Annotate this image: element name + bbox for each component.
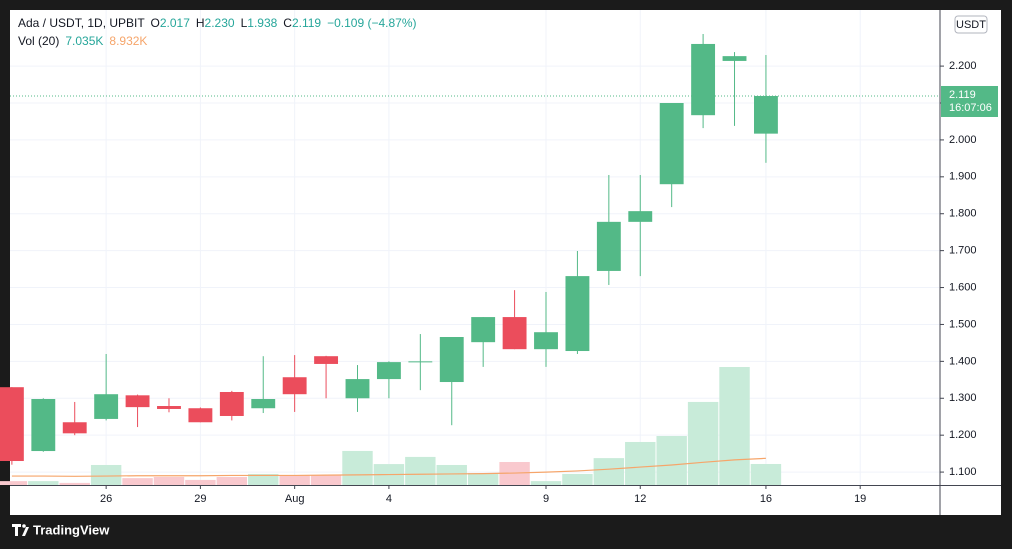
y-tick-label: 1.800 bbox=[949, 208, 977, 220]
candle-body bbox=[722, 56, 747, 61]
y-tick-label: 1.700 bbox=[949, 245, 977, 257]
volume-bar bbox=[216, 476, 248, 485]
open-value: 2.017 bbox=[160, 16, 190, 30]
close-label: C bbox=[283, 16, 292, 30]
candle-body bbox=[691, 43, 716, 116]
volume-bar bbox=[185, 479, 216, 485]
currency-badge-text[interactable]: USDT bbox=[956, 19, 986, 31]
x-tick-label: 4 bbox=[386, 493, 392, 505]
candle-body bbox=[0, 387, 24, 462]
low-label: L bbox=[241, 16, 248, 30]
y-tick-label: 1.300 bbox=[949, 392, 977, 404]
candle-body bbox=[282, 377, 307, 395]
logo-v bbox=[22, 527, 29, 536]
volume-bar bbox=[279, 475, 310, 485]
y-tick-label: 1.900 bbox=[949, 171, 977, 183]
candle-body bbox=[408, 361, 433, 363]
candle-body bbox=[659, 103, 684, 185]
candle-body bbox=[345, 379, 370, 399]
candle-body bbox=[534, 332, 558, 350]
volume-bar bbox=[625, 441, 656, 485]
volume-label: Vol (20) bbox=[18, 34, 59, 48]
candle-body bbox=[62, 422, 87, 434]
candle-body bbox=[754, 95, 778, 134]
volume-bar bbox=[248, 473, 279, 485]
volume-bar bbox=[656, 436, 687, 485]
change-value: −0.109 (−4.87%) bbox=[327, 16, 416, 30]
y-tick-label: 1.200 bbox=[949, 429, 977, 441]
volume-bar bbox=[530, 481, 562, 485]
volume-bar bbox=[90, 464, 122, 485]
candle-body bbox=[314, 356, 339, 364]
y-tick-label: 1.100 bbox=[949, 466, 977, 478]
currency-badge[interactable] bbox=[954, 15, 988, 34]
volume-bar bbox=[153, 476, 185, 485]
last-price-label: 2.119 bbox=[949, 89, 976, 101]
x-tick-label: Aug bbox=[285, 493, 305, 505]
y-tick-label: 1.400 bbox=[949, 355, 977, 367]
volume-bar bbox=[342, 450, 373, 485]
volume-bar bbox=[0, 481, 28, 485]
x-tick-label: 29 bbox=[194, 493, 206, 505]
volume-value: 7.035K bbox=[65, 34, 103, 48]
y-tick-label: 1.500 bbox=[949, 318, 977, 330]
volume-bar bbox=[310, 475, 342, 485]
candle-body bbox=[188, 408, 213, 423]
volume-bar bbox=[719, 366, 750, 485]
volume-bar bbox=[593, 458, 625, 485]
legend-ohlc: Ada / USDT, 1D, UPBIT O2.017 H2.230 L1.938 C… bbox=[18, 16, 417, 30]
volume-ma-line bbox=[11, 457, 766, 477]
last-price-box bbox=[941, 85, 998, 117]
candle-body bbox=[31, 399, 56, 452]
open-label: O bbox=[151, 16, 160, 30]
candle-body bbox=[596, 221, 621, 271]
y-tick-label: 2.200 bbox=[949, 60, 977, 72]
volume-bar bbox=[436, 464, 467, 485]
volume-bar bbox=[405, 456, 436, 485]
legend-volume: Vol (20) 7.035K 8.932K bbox=[18, 34, 147, 48]
candle-body bbox=[94, 394, 119, 419]
volume-ma-value: 8.932K bbox=[109, 34, 147, 48]
x-tick-label: 12 bbox=[634, 493, 646, 505]
volume-bar bbox=[687, 401, 719, 485]
candle-body bbox=[502, 317, 527, 350]
brand-name: TradingView bbox=[33, 522, 110, 537]
plot bbox=[0, 10, 940, 485]
high-label: H bbox=[196, 16, 205, 30]
close-value: 2.119 bbox=[292, 16, 321, 30]
x-tick-label: 19 bbox=[854, 493, 866, 505]
candle-body bbox=[376, 362, 401, 380]
candle-body bbox=[125, 395, 150, 408]
volume-bar bbox=[467, 473, 499, 485]
x-tick-label: 26 bbox=[100, 493, 112, 505]
volume-bar bbox=[28, 481, 59, 485]
volume-bar bbox=[122, 478, 153, 485]
x-tick-label: 16 bbox=[760, 493, 772, 505]
symbol: Ada / USDT, 1D, UPBIT bbox=[18, 16, 145, 30]
candle-body bbox=[628, 211, 653, 222]
y-tick-label: 2.000 bbox=[949, 134, 977, 146]
candle-body bbox=[471, 317, 496, 343]
logo-dot bbox=[22, 524, 26, 528]
candle-body bbox=[439, 337, 464, 383]
candle-body bbox=[251, 399, 276, 409]
low-value: 1.938 bbox=[247, 16, 277, 30]
volume-bar bbox=[59, 482, 90, 485]
volume-bar bbox=[562, 473, 593, 485]
x-tick-label: 9 bbox=[543, 493, 549, 505]
candle-body bbox=[157, 406, 181, 409]
logo-t bbox=[12, 524, 21, 536]
candle-body bbox=[565, 276, 590, 352]
candle-body bbox=[219, 391, 244, 416]
footer-brand: TradingView bbox=[12, 522, 110, 537]
chart-pane bbox=[10, 10, 1001, 515]
high-value: 2.230 bbox=[205, 16, 235, 30]
y-tick-label: 1.600 bbox=[949, 281, 977, 293]
countdown-label: 16:07:06 bbox=[949, 102, 992, 114]
volume-bar bbox=[750, 463, 782, 485]
